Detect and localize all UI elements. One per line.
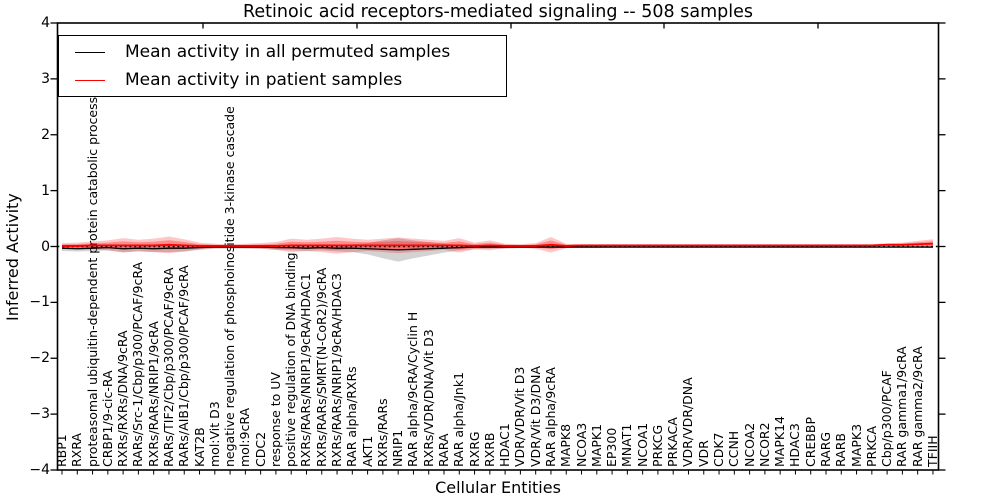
y-tick-label: 4 [41, 15, 50, 31]
y-tick-label: −2 [29, 350, 50, 367]
y-tick-label: −3 [29, 406, 50, 423]
legend-item-permuted: Mean activity in all permuted samples [59, 38, 506, 66]
y-tick-label: 0 [41, 238, 50, 255]
legend-item-patient: Mean activity in patient samples [59, 66, 506, 94]
permuted-line-sample [75, 51, 105, 53]
patient-mean-line [62, 242, 933, 247]
y-tick-label: −1 [29, 294, 50, 311]
y-tick-label: −4 [29, 462, 50, 478]
x-axis-label: Cellular Entities [435, 478, 561, 497]
permuted-mean-line [61, 246, 933, 251]
legend-label: Mean activity in patient samples [125, 70, 403, 90]
chart-title: Retinoic acid receptors-mediated signali… [243, 2, 753, 22]
patient-line-sample [75, 79, 105, 81]
y-tick-label: 3 [41, 70, 50, 87]
y-tick-label: 2 [41, 126, 50, 143]
legend-label: Mean activity in all permuted samples [125, 42, 451, 62]
y-tick-label: 1 [41, 182, 50, 199]
legend: Mean activity in all permuted samples Me… [58, 35, 507, 97]
